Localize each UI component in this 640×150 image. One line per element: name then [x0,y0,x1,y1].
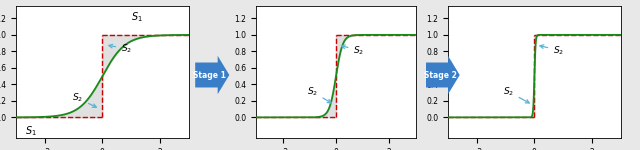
FancyArrow shape [195,56,229,94]
Text: $S_2$: $S_2$ [307,85,331,103]
Text: $S_2$: $S_2$ [341,44,364,57]
FancyArrow shape [426,56,460,94]
Text: $S_2$: $S_2$ [540,44,564,57]
Text: $S_2$: $S_2$ [503,85,529,103]
Text: $S_2$: $S_2$ [109,42,132,55]
Text: Stage 1: Stage 1 [193,70,226,80]
Text: $S_1$: $S_1$ [131,10,143,24]
Text: Stage 2: Stage 2 [424,70,456,80]
Text: $S_2$: $S_2$ [72,92,97,107]
Text: $S_1$: $S_1$ [25,124,36,138]
